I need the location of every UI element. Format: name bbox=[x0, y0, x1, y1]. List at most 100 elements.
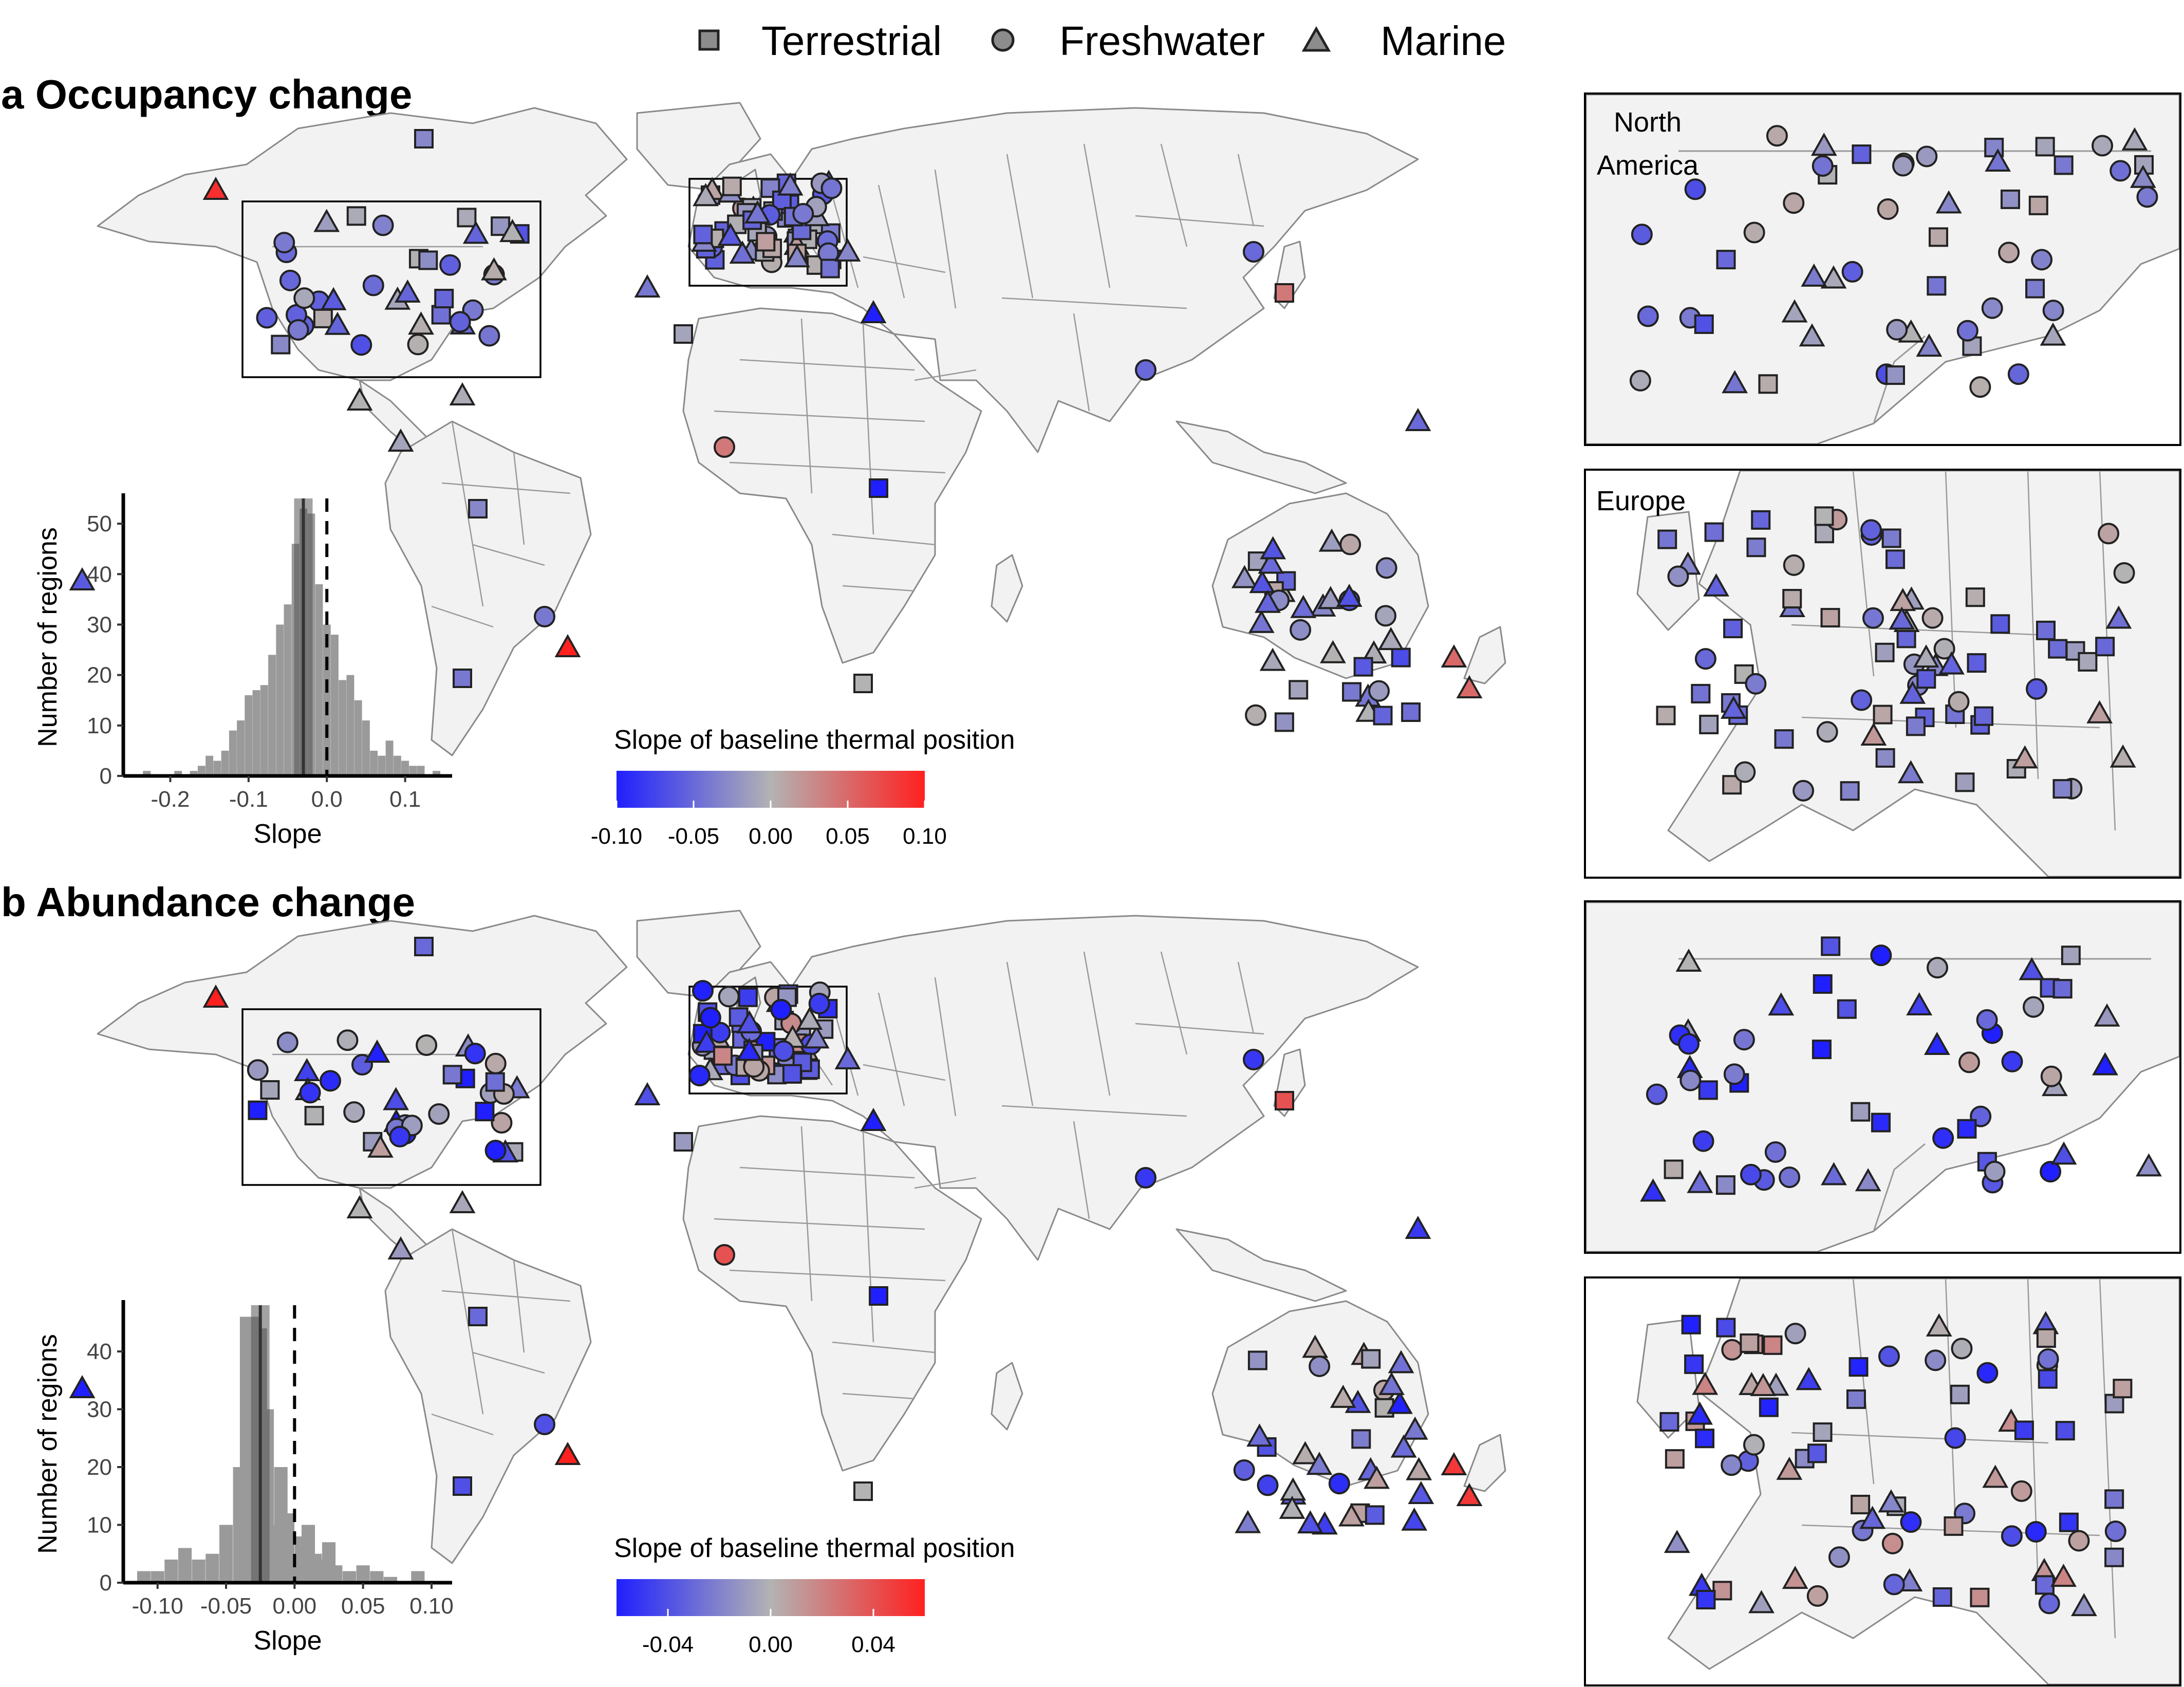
marine-marker bbox=[1249, 570, 1276, 594]
freshwater-marker bbox=[1881, 1532, 1903, 1554]
northAmerica-landmass bbox=[97, 107, 628, 381]
marine-marker bbox=[2086, 700, 2113, 724]
eu-inset-markers bbox=[1656, 506, 2136, 802]
country-border bbox=[800, 1126, 813, 1302]
country-border bbox=[714, 1218, 925, 1230]
eu-inset-markers bbox=[1659, 1311, 2133, 1617]
terrestrial-marker bbox=[1758, 374, 1778, 394]
histogram-bar bbox=[362, 720, 370, 776]
histogram-bar bbox=[137, 1571, 151, 1583]
marine-marker bbox=[1405, 1215, 1431, 1239]
country-border bbox=[934, 977, 957, 1117]
marine-marker bbox=[1820, 1162, 1847, 1185]
freshwater-marker bbox=[1951, 1338, 1973, 1360]
marine-marker bbox=[1246, 1423, 1273, 1447]
country-border bbox=[862, 1131, 874, 1343]
histogram-bar bbox=[260, 685, 268, 776]
terrestrial-marker bbox=[2052, 979, 2073, 999]
marine-marker bbox=[694, 1029, 720, 1053]
marine-marker bbox=[1859, 1506, 1886, 1529]
marine-marker bbox=[1796, 1367, 1822, 1391]
marine-marker bbox=[1748, 1590, 1775, 1614]
x-tick-label: 0.00 bbox=[273, 1593, 317, 1619]
terrestrial-marker bbox=[1916, 669, 1936, 689]
histogram-a: -0.2 -0.1 0.0 0.1 0 10 20 30 40 50 Slope Number of … bbox=[33, 493, 452, 849]
world-map-a bbox=[69, 102, 1506, 756]
legend-freshwater-label: Freshwater bbox=[1059, 18, 1265, 64]
terrestrial-marker bbox=[414, 937, 434, 956]
terrestrial-marker bbox=[434, 289, 454, 309]
terrestrial-marker bbox=[1927, 276, 1947, 296]
na-inset-markers bbox=[1629, 125, 2158, 398]
freshwater-marker bbox=[1679, 1069, 1702, 1091]
terrestrial-marker bbox=[1353, 657, 1373, 677]
freshwater-marker bbox=[1932, 1127, 1954, 1149]
madagascar-landmass bbox=[991, 1362, 1023, 1431]
country-border bbox=[1852, 1278, 1875, 1485]
freshwater-marker bbox=[714, 436, 735, 458]
marine-marker bbox=[383, 1087, 409, 1110]
marine-marker bbox=[744, 200, 771, 224]
north-america-extent-box bbox=[241, 1008, 542, 1186]
histogram-bar bbox=[323, 624, 331, 776]
country-border bbox=[832, 1341, 936, 1354]
freshwater-marker bbox=[1793, 780, 1815, 802]
freshwater-marker bbox=[1886, 319, 1908, 341]
country-border bbox=[831, 1003, 859, 1096]
country-border bbox=[714, 410, 925, 422]
marine-marker bbox=[1259, 647, 1286, 671]
marine-marker bbox=[1441, 644, 1467, 668]
freshwater-marker bbox=[1135, 1167, 1156, 1189]
histogram-bar bbox=[330, 635, 339, 776]
freshwater-marker bbox=[1243, 1049, 1264, 1070]
y-tick-label: 40 bbox=[87, 1339, 112, 1364]
marine-marker bbox=[2040, 322, 2066, 346]
hist-a-y-label: Number of regions bbox=[33, 527, 63, 747]
inset-na-a-map bbox=[1586, 95, 2179, 444]
terrestrial-marker bbox=[674, 324, 693, 344]
terrestrial-marker bbox=[2034, 1575, 2055, 1595]
freshwater-marker bbox=[1779, 1166, 1801, 1189]
country-border bbox=[513, 452, 525, 545]
histogram-bar bbox=[229, 730, 237, 776]
freshwater-marker bbox=[1309, 1355, 1331, 1377]
newZealand-landmass bbox=[1463, 1434, 1506, 1492]
terrestrial-marker bbox=[2048, 639, 2068, 659]
colorbar-tick-label: -0.10 bbox=[591, 824, 642, 849]
histogram-bar bbox=[393, 755, 401, 776]
terrestrial-marker bbox=[1957, 1119, 1977, 1139]
marine-marker bbox=[554, 1441, 581, 1465]
freshwater-marker bbox=[2113, 562, 2135, 584]
freshwater-marker bbox=[1328, 1473, 1350, 1495]
histogram-bar bbox=[354, 700, 362, 776]
y-tick-label: 10 bbox=[87, 713, 112, 738]
panel-b-title: b Abundance change bbox=[1, 879, 416, 925]
x-tick-label: -0.05 bbox=[200, 1593, 252, 1619]
freshwater-marker bbox=[449, 311, 471, 333]
freshwater-marker bbox=[1948, 691, 1970, 713]
marine-marker bbox=[1401, 1507, 1428, 1531]
freshwater-marker bbox=[699, 1007, 721, 1029]
freshwater-marker bbox=[1862, 607, 1884, 629]
terrestrial-marker bbox=[2052, 779, 2073, 799]
terrestrial-marker bbox=[713, 1046, 733, 1066]
eurasia-landmass bbox=[687, 107, 1419, 453]
terrestrial-marker bbox=[2036, 620, 2056, 640]
freshwater-marker bbox=[1956, 320, 1978, 342]
country-border bbox=[1006, 961, 1034, 1106]
freshwater-marker bbox=[792, 203, 814, 225]
histogram-bar bbox=[385, 740, 394, 776]
terrestrial-marker bbox=[1698, 1080, 1718, 1100]
freshwater-marker bbox=[256, 307, 278, 329]
terrestrial-marker bbox=[1875, 748, 1895, 768]
marine-marker bbox=[1906, 992, 1933, 1015]
terrestrial-marker bbox=[2025, 279, 2045, 299]
freshwater-marker bbox=[2110, 160, 2132, 182]
freshwater-marker bbox=[1877, 198, 1899, 220]
marine-marker bbox=[2121, 127, 2148, 151]
terrestrial-marker bbox=[1950, 1384, 1970, 1404]
map-b-markers bbox=[69, 937, 1483, 1535]
marine-marker bbox=[364, 1040, 390, 1063]
country-border bbox=[1073, 1121, 1090, 1219]
marine-marker bbox=[449, 1190, 476, 1213]
